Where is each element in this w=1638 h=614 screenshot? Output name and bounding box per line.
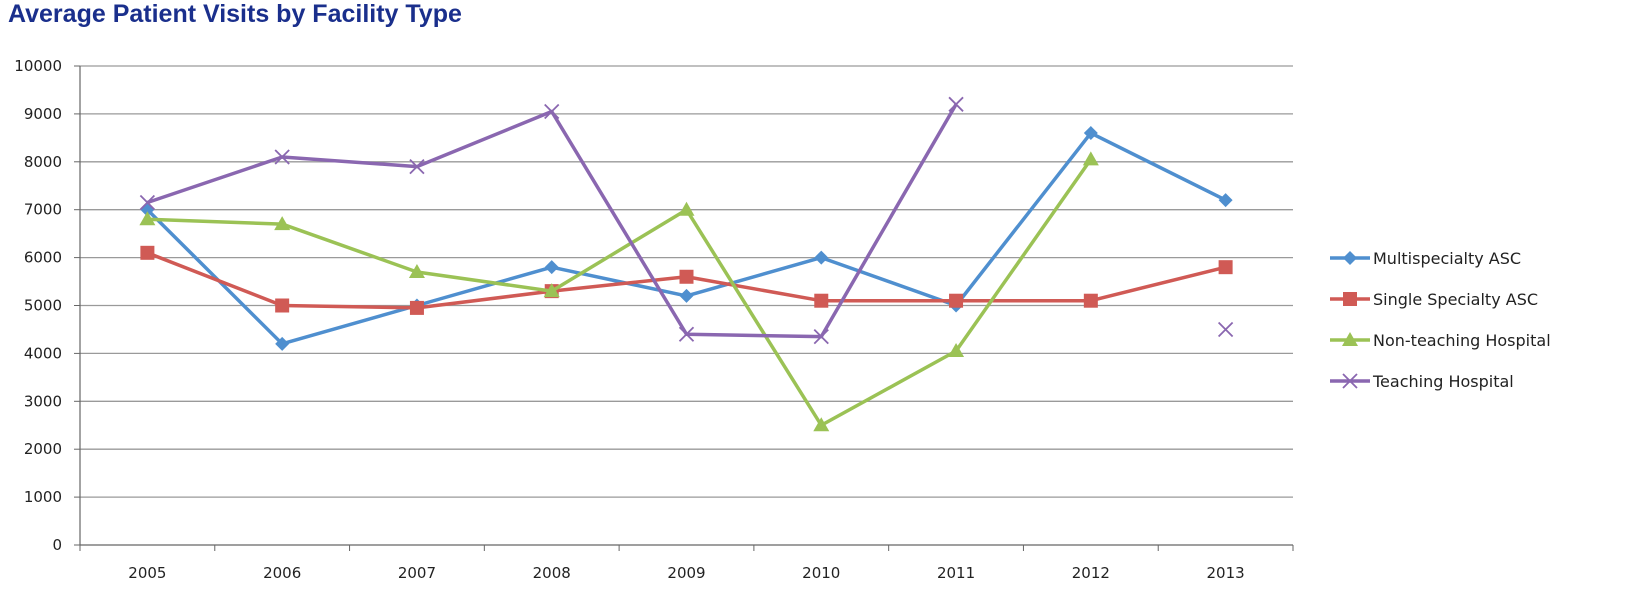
gridlines bbox=[80, 65, 1293, 498]
x-tick-label: 2010 bbox=[802, 564, 840, 582]
legend-item: Multispecialty ASC bbox=[1330, 249, 1521, 268]
data-point bbox=[543, 283, 560, 298]
data-point bbox=[1082, 151, 1099, 166]
data-point bbox=[1343, 251, 1357, 265]
data-point bbox=[949, 293, 964, 308]
data-point bbox=[813, 417, 830, 432]
legend-label: Multispecialty ASC bbox=[1373, 249, 1521, 268]
x-tick-label: 2011 bbox=[937, 564, 975, 582]
x-tick-label: 2009 bbox=[667, 564, 705, 582]
data-point bbox=[274, 216, 291, 231]
series-lines bbox=[139, 96, 1234, 432]
y-tick-label: 4000 bbox=[24, 344, 62, 362]
y-axis-ticks: 0 1000 2000 3000 4000 5000 6000 7000 8000 9000 100… bbox=[14, 57, 80, 554]
data-point bbox=[1218, 260, 1233, 275]
y-tick-label: 8000 bbox=[24, 153, 62, 171]
series-teaching-hospital bbox=[139, 96, 1234, 345]
y-tick-label: 1000 bbox=[24, 488, 62, 506]
data-point bbox=[139, 211, 156, 226]
legend-label: Non-teaching Hospital bbox=[1373, 331, 1551, 350]
data-point bbox=[274, 149, 290, 165]
data-point bbox=[139, 194, 156, 211]
data-point bbox=[275, 298, 290, 313]
data-point bbox=[814, 293, 829, 308]
y-tick-label: 3000 bbox=[24, 392, 62, 410]
series-single-specialty-asc bbox=[140, 245, 1233, 315]
legend: Multispecialty ASC Single Specialty ASC No… bbox=[1330, 249, 1551, 391]
data-point bbox=[1342, 373, 1358, 389]
y-tick-label: 9000 bbox=[24, 105, 62, 123]
x-tick-label: 2013 bbox=[1207, 564, 1245, 582]
data-point bbox=[1342, 332, 1358, 346]
series-line bbox=[146, 131, 1227, 346]
data-point bbox=[813, 328, 829, 345]
data-point bbox=[544, 103, 560, 120]
chart-title: Average Patient Visits by Facility Type bbox=[8, 0, 462, 28]
legend-item: Non-teaching Hospital bbox=[1330, 331, 1551, 350]
data-point bbox=[1217, 321, 1234, 338]
data-point bbox=[408, 263, 425, 278]
series-line bbox=[147, 158, 1093, 427]
data-point bbox=[679, 288, 694, 303]
legend-label: Single Specialty ASC bbox=[1373, 290, 1538, 309]
y-tick-label: 10000 bbox=[14, 57, 62, 75]
data-point bbox=[544, 260, 559, 275]
y-tick-label: 7000 bbox=[24, 201, 62, 219]
y-tick-label: 2000 bbox=[24, 440, 62, 458]
data-point bbox=[1343, 292, 1357, 306]
data-point bbox=[1083, 126, 1098, 141]
data-point bbox=[1218, 193, 1233, 208]
y-tick-label: 0 bbox=[52, 536, 62, 554]
data-point bbox=[275, 336, 290, 351]
data-point bbox=[679, 269, 694, 284]
x-axis-ticks: 2005 2006 2007 2008 2009 2010 2011 2012 2013 bbox=[79, 545, 1294, 582]
series-non-teaching-hospital bbox=[139, 151, 1099, 432]
data-point bbox=[814, 250, 829, 265]
x-tick-label: 2006 bbox=[263, 564, 301, 582]
y-tick-label: 5000 bbox=[24, 297, 62, 315]
legend-item: Teaching Hospital bbox=[1330, 372, 1514, 391]
data-point bbox=[140, 245, 155, 260]
data-point bbox=[409, 158, 425, 175]
x-tick-label: 2008 bbox=[533, 564, 571, 582]
legend-label: Teaching Hospital bbox=[1372, 372, 1514, 391]
data-point bbox=[678, 326, 695, 342]
x-tick-label: 2012 bbox=[1072, 564, 1110, 582]
data-point bbox=[678, 201, 695, 216]
x-tick-label: 2005 bbox=[128, 564, 166, 582]
data-point bbox=[409, 300, 424, 315]
y-tick-label: 6000 bbox=[24, 249, 62, 267]
data-point bbox=[948, 343, 965, 358]
legend-item: Single Specialty ASC bbox=[1330, 290, 1538, 309]
data-point bbox=[1083, 293, 1098, 308]
x-tick-label: 2007 bbox=[398, 564, 436, 582]
data-point bbox=[948, 96, 964, 112]
